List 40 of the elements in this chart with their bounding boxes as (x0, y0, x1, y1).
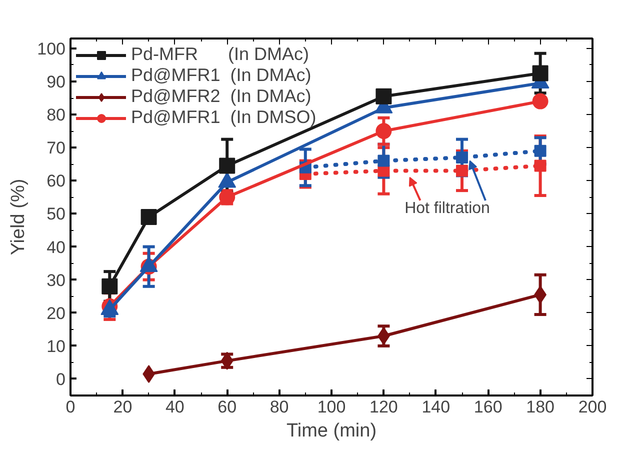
point (376, 88, 392, 104)
legend-label: Pd@MFR2 (In DMAc) (131, 86, 312, 107)
point (140, 209, 157, 225)
point (532, 93, 548, 110)
x-tick-label: 160 (474, 398, 502, 416)
x-tick-label: 140 (422, 398, 450, 416)
y-tick-label: 0 (56, 370, 66, 389)
point (456, 164, 468, 177)
x-tick-label: 200 (578, 398, 607, 416)
x-tick-label: 180 (526, 398, 554, 416)
point (378, 154, 390, 167)
x-axis-title: Time (min) (286, 420, 377, 442)
x-tick-label: 60 (218, 398, 237, 416)
x-tick-label: 80 (270, 398, 289, 416)
y-tick-label: 50 (46, 204, 66, 224)
y-tick-label: 80 (46, 106, 66, 125)
y-tick-label: 10 (46, 336, 66, 356)
point (532, 65, 548, 82)
y-tick-label: 30 (46, 270, 66, 290)
y-tick-label: 100 (37, 39, 66, 58)
x-tick-label: 20 (113, 398, 132, 416)
legend-label: Pd@MFR1 (In DMAc) (131, 65, 312, 86)
x-tick-label: 120 (370, 398, 398, 416)
x-tick-label: 100 (317, 398, 346, 416)
point (456, 152, 468, 164)
y-tick-label: 60 (46, 172, 66, 191)
point (534, 144, 546, 157)
point (219, 158, 236, 174)
point (376, 123, 392, 140)
annotation: Hot filtration (404, 200, 490, 217)
legend-label: Pd-MFR (In DMAc) (131, 44, 310, 65)
y-tick-label: 20 (46, 304, 66, 323)
y-axis-title: Yield (%) (8, 178, 30, 256)
point (102, 278, 118, 294)
x-tick-label: 40 (165, 398, 184, 416)
y-tick-label: 40 (46, 238, 66, 257)
legend-label: Pd@MFR1 (In DMSO) (131, 107, 316, 128)
point (534, 160, 546, 172)
y-tick-label: 70 (46, 138, 66, 158)
y-tick-label: 90 (46, 72, 66, 92)
